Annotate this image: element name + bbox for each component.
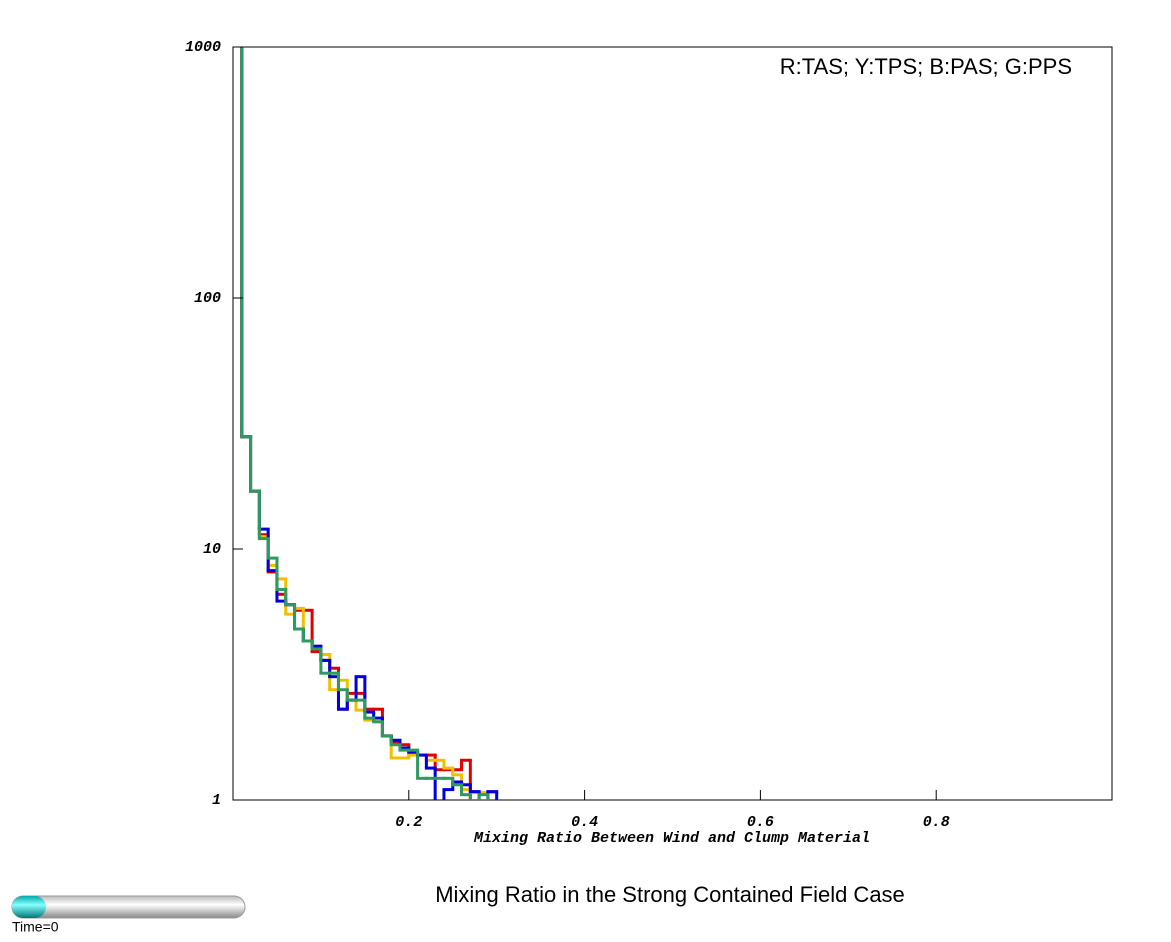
y-tick-label: 10 — [203, 541, 221, 558]
y-tick-label: 1000 — [185, 39, 221, 56]
annotation: R:TAS; Y:TPS; B:PAS; G:PPS — [780, 54, 1072, 79]
y-tick-label: 1 — [212, 792, 221, 809]
chart-title: Mixing Ratio in the Strong Contained Fie… — [435, 882, 905, 907]
x-tick-label: 0.6 — [747, 814, 774, 831]
x-tick-label: 0.2 — [395, 814, 422, 831]
time-label: Time=0 — [12, 919, 59, 935]
plot-area — [240, 47, 499, 800]
slider-handle[interactable] — [12, 896, 46, 918]
plot-frame — [232, 46, 1113, 801]
time-slider[interactable] — [11, 895, 246, 919]
x-tick-label: 0.8 — [923, 814, 950, 831]
x-tick-label: 0.4 — [571, 814, 598, 831]
x-axis-label: Mixing Ratio Between Wind and Clump Mate… — [473, 830, 870, 847]
y-tick-label: 100 — [194, 290, 221, 307]
